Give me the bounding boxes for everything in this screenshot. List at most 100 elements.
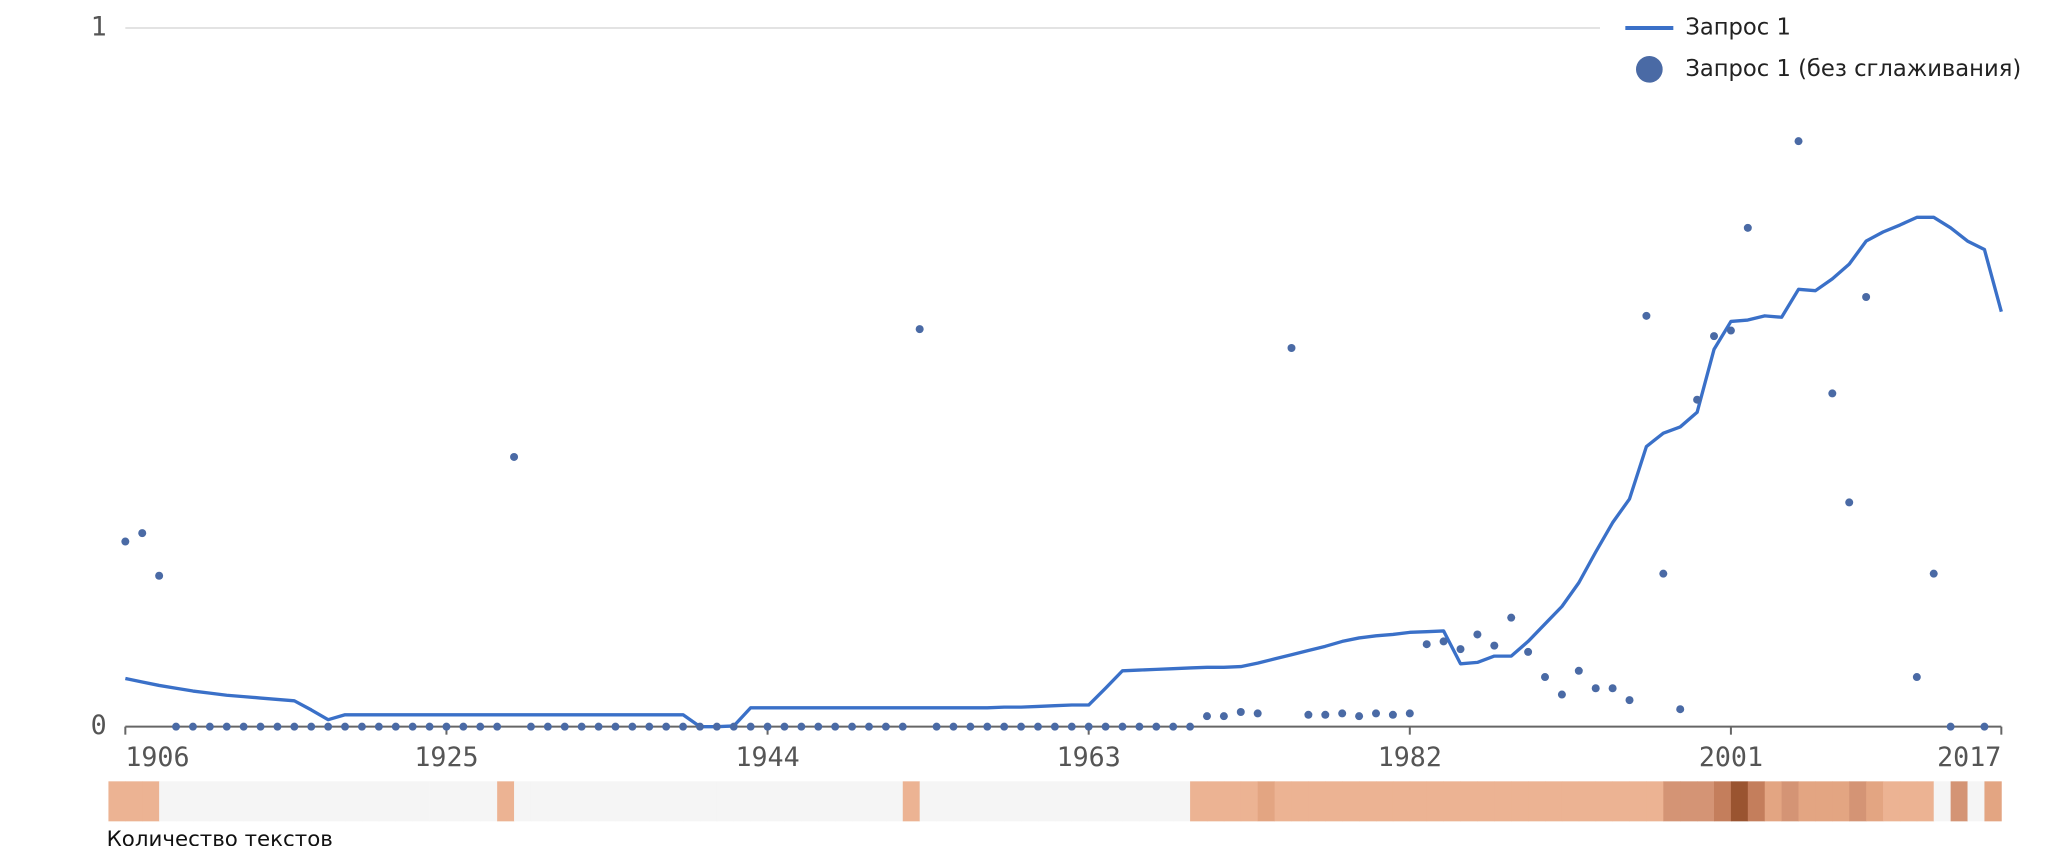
count-cell bbox=[1561, 781, 1580, 822]
raw-point bbox=[1118, 722, 1127, 731]
raw-point bbox=[1980, 722, 1989, 731]
count-cell bbox=[192, 781, 211, 822]
legend-marker bbox=[1636, 56, 1663, 83]
raw-point bbox=[1186, 722, 1195, 731]
count-cell bbox=[1088, 781, 1106, 822]
count-cell bbox=[412, 781, 430, 822]
raw-point bbox=[1912, 673, 1921, 682]
count-cell bbox=[1037, 781, 1056, 822]
count-cell bbox=[598, 781, 616, 822]
count-cell bbox=[446, 781, 464, 822]
raw-point bbox=[1642, 311, 1651, 320]
raw-point bbox=[1557, 690, 1566, 699]
count-cell bbox=[463, 781, 481, 822]
count-cell bbox=[581, 781, 599, 822]
legend-label: Запрос 1 bbox=[1685, 15, 1791, 41]
count-cell bbox=[1071, 781, 1090, 822]
raw-point bbox=[1067, 722, 1076, 731]
raw-point bbox=[1456, 645, 1465, 654]
raw-point bbox=[442, 722, 451, 731]
raw-point bbox=[1355, 712, 1364, 721]
count-cell bbox=[902, 781, 921, 822]
raw-point bbox=[1473, 630, 1482, 639]
raw-point bbox=[1050, 722, 1059, 731]
count-cell bbox=[1967, 781, 1985, 822]
count-cell bbox=[784, 781, 802, 822]
count-cell bbox=[699, 781, 718, 822]
raw-point bbox=[1321, 710, 1330, 719]
count-cell bbox=[1528, 781, 1546, 822]
raw-point bbox=[155, 571, 164, 580]
raw-point bbox=[1017, 722, 1026, 731]
raw-point bbox=[1304, 710, 1313, 719]
count-cell bbox=[159, 781, 177, 822]
count-cell bbox=[1206, 781, 1225, 822]
count-cell bbox=[987, 781, 1005, 822]
count-cell bbox=[1004, 781, 1022, 822]
count-cell bbox=[1545, 781, 1563, 822]
raw-point bbox=[1405, 709, 1414, 718]
raw-point bbox=[543, 722, 552, 731]
count-cell bbox=[1105, 781, 1123, 822]
count-cell bbox=[1477, 781, 1495, 822]
raw-point bbox=[662, 722, 671, 731]
count-cell bbox=[277, 781, 295, 822]
x-tick-label: 1944 bbox=[735, 742, 799, 773]
count-cell bbox=[1815, 781, 1833, 822]
raw-point bbox=[374, 722, 383, 731]
raw-point bbox=[1608, 684, 1617, 693]
raw-point bbox=[1372, 709, 1380, 718]
count-cell bbox=[1781, 781, 1799, 822]
count-cell bbox=[733, 781, 752, 822]
count-cell bbox=[936, 781, 954, 822]
count-cell bbox=[970, 781, 988, 822]
count-cell bbox=[429, 781, 447, 822]
raw-point bbox=[1388, 710, 1397, 719]
raw-point bbox=[577, 722, 586, 731]
raw-point bbox=[1338, 709, 1347, 718]
count-cell bbox=[1494, 781, 1512, 822]
raw-point bbox=[1236, 707, 1245, 716]
raw-point bbox=[1794, 137, 1803, 146]
count-cell bbox=[1764, 781, 1783, 822]
raw-point bbox=[932, 722, 941, 731]
x-tick-label: 2001 bbox=[1699, 742, 1763, 773]
raw-point bbox=[712, 722, 721, 731]
count-cell bbox=[615, 781, 633, 822]
count-cell bbox=[716, 781, 735, 822]
raw-point bbox=[1726, 326, 1735, 335]
count-cell bbox=[1511, 781, 1529, 822]
raw-point bbox=[1152, 722, 1161, 731]
count-cell bbox=[1274, 781, 1292, 822]
raw-point bbox=[341, 722, 350, 731]
raw-point bbox=[205, 722, 214, 731]
raw-point bbox=[966, 722, 975, 731]
count-cell bbox=[345, 781, 363, 822]
x-tick-label: 1906 bbox=[125, 742, 189, 773]
raw-point bbox=[898, 722, 907, 731]
count-cell bbox=[852, 781, 870, 822]
raw-point bbox=[729, 722, 738, 731]
raw-point bbox=[1507, 613, 1516, 622]
count-cell bbox=[1916, 781, 1935, 822]
count-cell bbox=[328, 781, 346, 822]
raw-point bbox=[1000, 722, 1009, 731]
raw-point bbox=[324, 722, 333, 731]
raw-point bbox=[1490, 641, 1499, 650]
count-cell bbox=[1173, 781, 1191, 822]
count-cell bbox=[1697, 781, 1715, 822]
raw-point bbox=[188, 722, 197, 731]
strip-label: Количество текстов bbox=[107, 827, 333, 846]
raw-point bbox=[1862, 292, 1871, 301]
raw-point bbox=[1439, 637, 1448, 646]
raw-point bbox=[1253, 709, 1262, 718]
raw-point bbox=[357, 722, 366, 731]
count-cell bbox=[1409, 781, 1428, 822]
raw-point bbox=[1422, 640, 1431, 649]
count-cell bbox=[1680, 781, 1698, 822]
y-tick-label: 1 bbox=[91, 12, 107, 43]
count-cell bbox=[1950, 781, 1968, 822]
count-cell bbox=[1612, 781, 1630, 822]
